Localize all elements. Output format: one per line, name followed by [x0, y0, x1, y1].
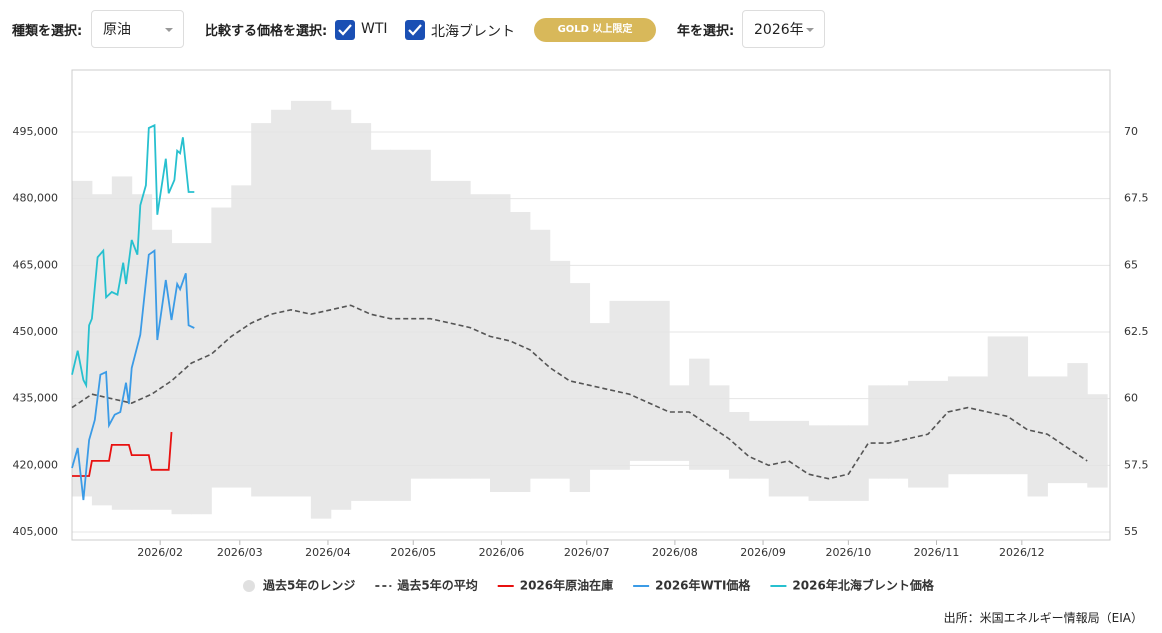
range-band [1027, 376, 1048, 497]
series-line [72, 431, 173, 477]
range-band [549, 260, 571, 479]
range-band [131, 194, 153, 510]
range-band [350, 123, 372, 501]
y-tick-label: 495,000 [13, 125, 59, 138]
range-band [410, 149, 431, 479]
range-band [390, 149, 411, 501]
checkbox[interactable] [335, 20, 355, 40]
checkbox-label[interactable]: WTI [361, 21, 388, 37]
range-band [589, 323, 610, 470]
legend-label: 2026年WTI価格 [655, 578, 751, 593]
range-band [310, 100, 332, 519]
legend-marker [243, 580, 255, 592]
legend-label: 過去5年のレンジ [262, 578, 355, 593]
range-band [709, 385, 730, 470]
y-tick-label: 435,000 [13, 392, 59, 405]
y-tick-label: 450,000 [13, 325, 59, 338]
series-line [71, 123, 195, 389]
range-band [171, 243, 192, 515]
range-band [908, 380, 929, 488]
range-band [768, 420, 790, 497]
y-tick-label: 465,000 [13, 258, 59, 271]
range-band [370, 149, 392, 501]
checkbox[interactable] [405, 20, 425, 40]
range-band [629, 300, 650, 461]
y-tick-label: 420,000 [13, 458, 59, 471]
checkbox-label[interactable]: 北海ブレント [431, 24, 515, 40]
x-tick-label: 2026/08 [652, 546, 698, 559]
plot-border [71, 69, 1111, 541]
range-band [967, 376, 989, 475]
source: 出所：米国エネルギー情報局（EIA） [943, 611, 1143, 625]
range-band [509, 212, 531, 492]
x-tick-label: 2026/12 [999, 546, 1045, 559]
y-tick-label: 480,000 [13, 192, 59, 205]
range-band [669, 385, 690, 461]
y2-tick-label: 60 [1124, 392, 1138, 405]
range-band [231, 185, 252, 488]
range-band [211, 207, 232, 488]
range-band [529, 229, 551, 479]
type-label: 種類を選択: [12, 24, 83, 39]
range-band [689, 358, 710, 470]
series-line [71, 304, 1088, 480]
range-band [987, 336, 1009, 475]
x-tick-label: 2026/09 [740, 546, 786, 559]
y-tick-label: 405,000 [13, 525, 59, 538]
x-tick-label: 2026/06 [479, 546, 525, 559]
range-band [111, 176, 133, 510]
range-band [1047, 376, 1068, 484]
year-select[interactable]: 2026年 [742, 10, 825, 48]
range-band [290, 100, 312, 497]
range-band [191, 243, 212, 515]
range-band [271, 109, 292, 497]
range-band [808, 425, 829, 501]
range-band [649, 300, 670, 461]
range-band [728, 412, 750, 479]
y2-tick-label: 67.5 [1124, 192, 1149, 205]
y2-tick-label: 57.5 [1124, 458, 1149, 471]
y2-tick-label: 70 [1124, 125, 1138, 138]
range-band [430, 180, 451, 479]
range-band [788, 420, 810, 497]
legend-label: 2026年原油在庫 [520, 578, 613, 593]
range-band [72, 180, 93, 497]
range-band [470, 194, 491, 479]
range-band [828, 425, 849, 501]
range-band [927, 380, 949, 488]
x-tick-label: 2026/02 [137, 546, 183, 559]
range-band [1007, 336, 1029, 475]
legend-label: 過去5年の平均 [396, 578, 477, 593]
y2-tick-label: 55 [1124, 525, 1138, 538]
range-band [330, 109, 352, 510]
range-band [251, 123, 272, 497]
x-tick-label: 2026/05 [390, 546, 436, 559]
y2-tick-label: 65 [1124, 258, 1138, 271]
range-band [888, 385, 909, 479]
x-tick-label: 2026/10 [826, 546, 872, 559]
gold-badge: GOLD 以上限定 [534, 18, 656, 42]
range-band [1087, 394, 1108, 488]
range-band [748, 420, 770, 479]
x-tick-label: 2026/04 [305, 546, 351, 559]
range-band [569, 283, 591, 492]
range-band [450, 180, 471, 479]
range-band [848, 425, 869, 501]
range-band [868, 385, 889, 479]
type-select[interactable]: 原油 [91, 10, 184, 48]
range-band [609, 300, 630, 470]
x-tick-label: 2026/11 [914, 546, 960, 559]
x-tick-label: 2026/07 [564, 546, 610, 559]
range-band [1067, 363, 1088, 484]
x-tick-label: 2026/03 [217, 546, 263, 559]
year-label: 年を選択: [677, 24, 735, 39]
legend-label: 2026年北海ブレント価格 [792, 578, 934, 593]
series-line [71, 249, 195, 501]
range-band [947, 376, 969, 475]
chart: 405,000 420,000 435,000 450,000 465,000 480,0… [13, 69, 1149, 593]
y2-tick-label: 62.5 [1124, 325, 1149, 338]
compare-label: 比較する価格を選択: [205, 24, 328, 39]
range-band [490, 194, 511, 492]
